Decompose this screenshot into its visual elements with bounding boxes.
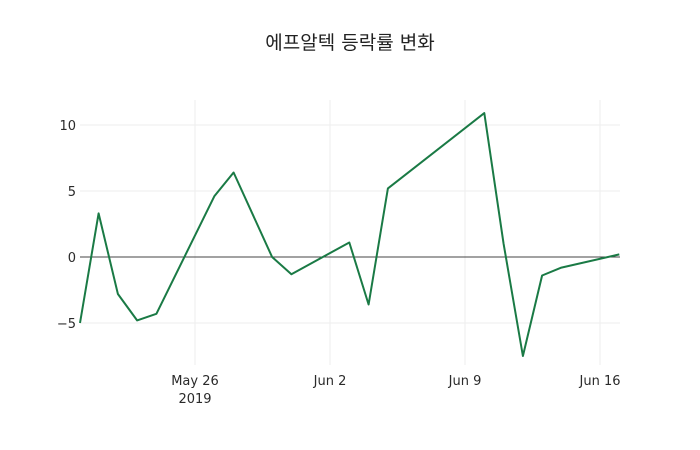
chart-title: 에프알텍 등락률 변화 [265, 32, 435, 54]
y-tick-label: 5 [68, 185, 76, 200]
x-tick-sublabel: 2019 [178, 392, 211, 407]
grid-lines [80, 100, 620, 365]
x-axis: May 26 2019 Jun 2 Jun 9 Jun 16 [171, 374, 620, 407]
y-tick-label: 0 [68, 251, 76, 266]
x-tick-label: Jun 9 [448, 374, 482, 389]
x-tick-label: Jun 2 [313, 374, 347, 389]
x-tick-label: May 26 [171, 374, 219, 389]
x-tick-label: Jun 16 [579, 374, 621, 389]
y-tick-label: −5 [57, 317, 76, 332]
series-line [79, 112, 620, 357]
y-axis: −5 0 5 10 [57, 119, 76, 332]
y-tick-label: 10 [59, 119, 76, 134]
